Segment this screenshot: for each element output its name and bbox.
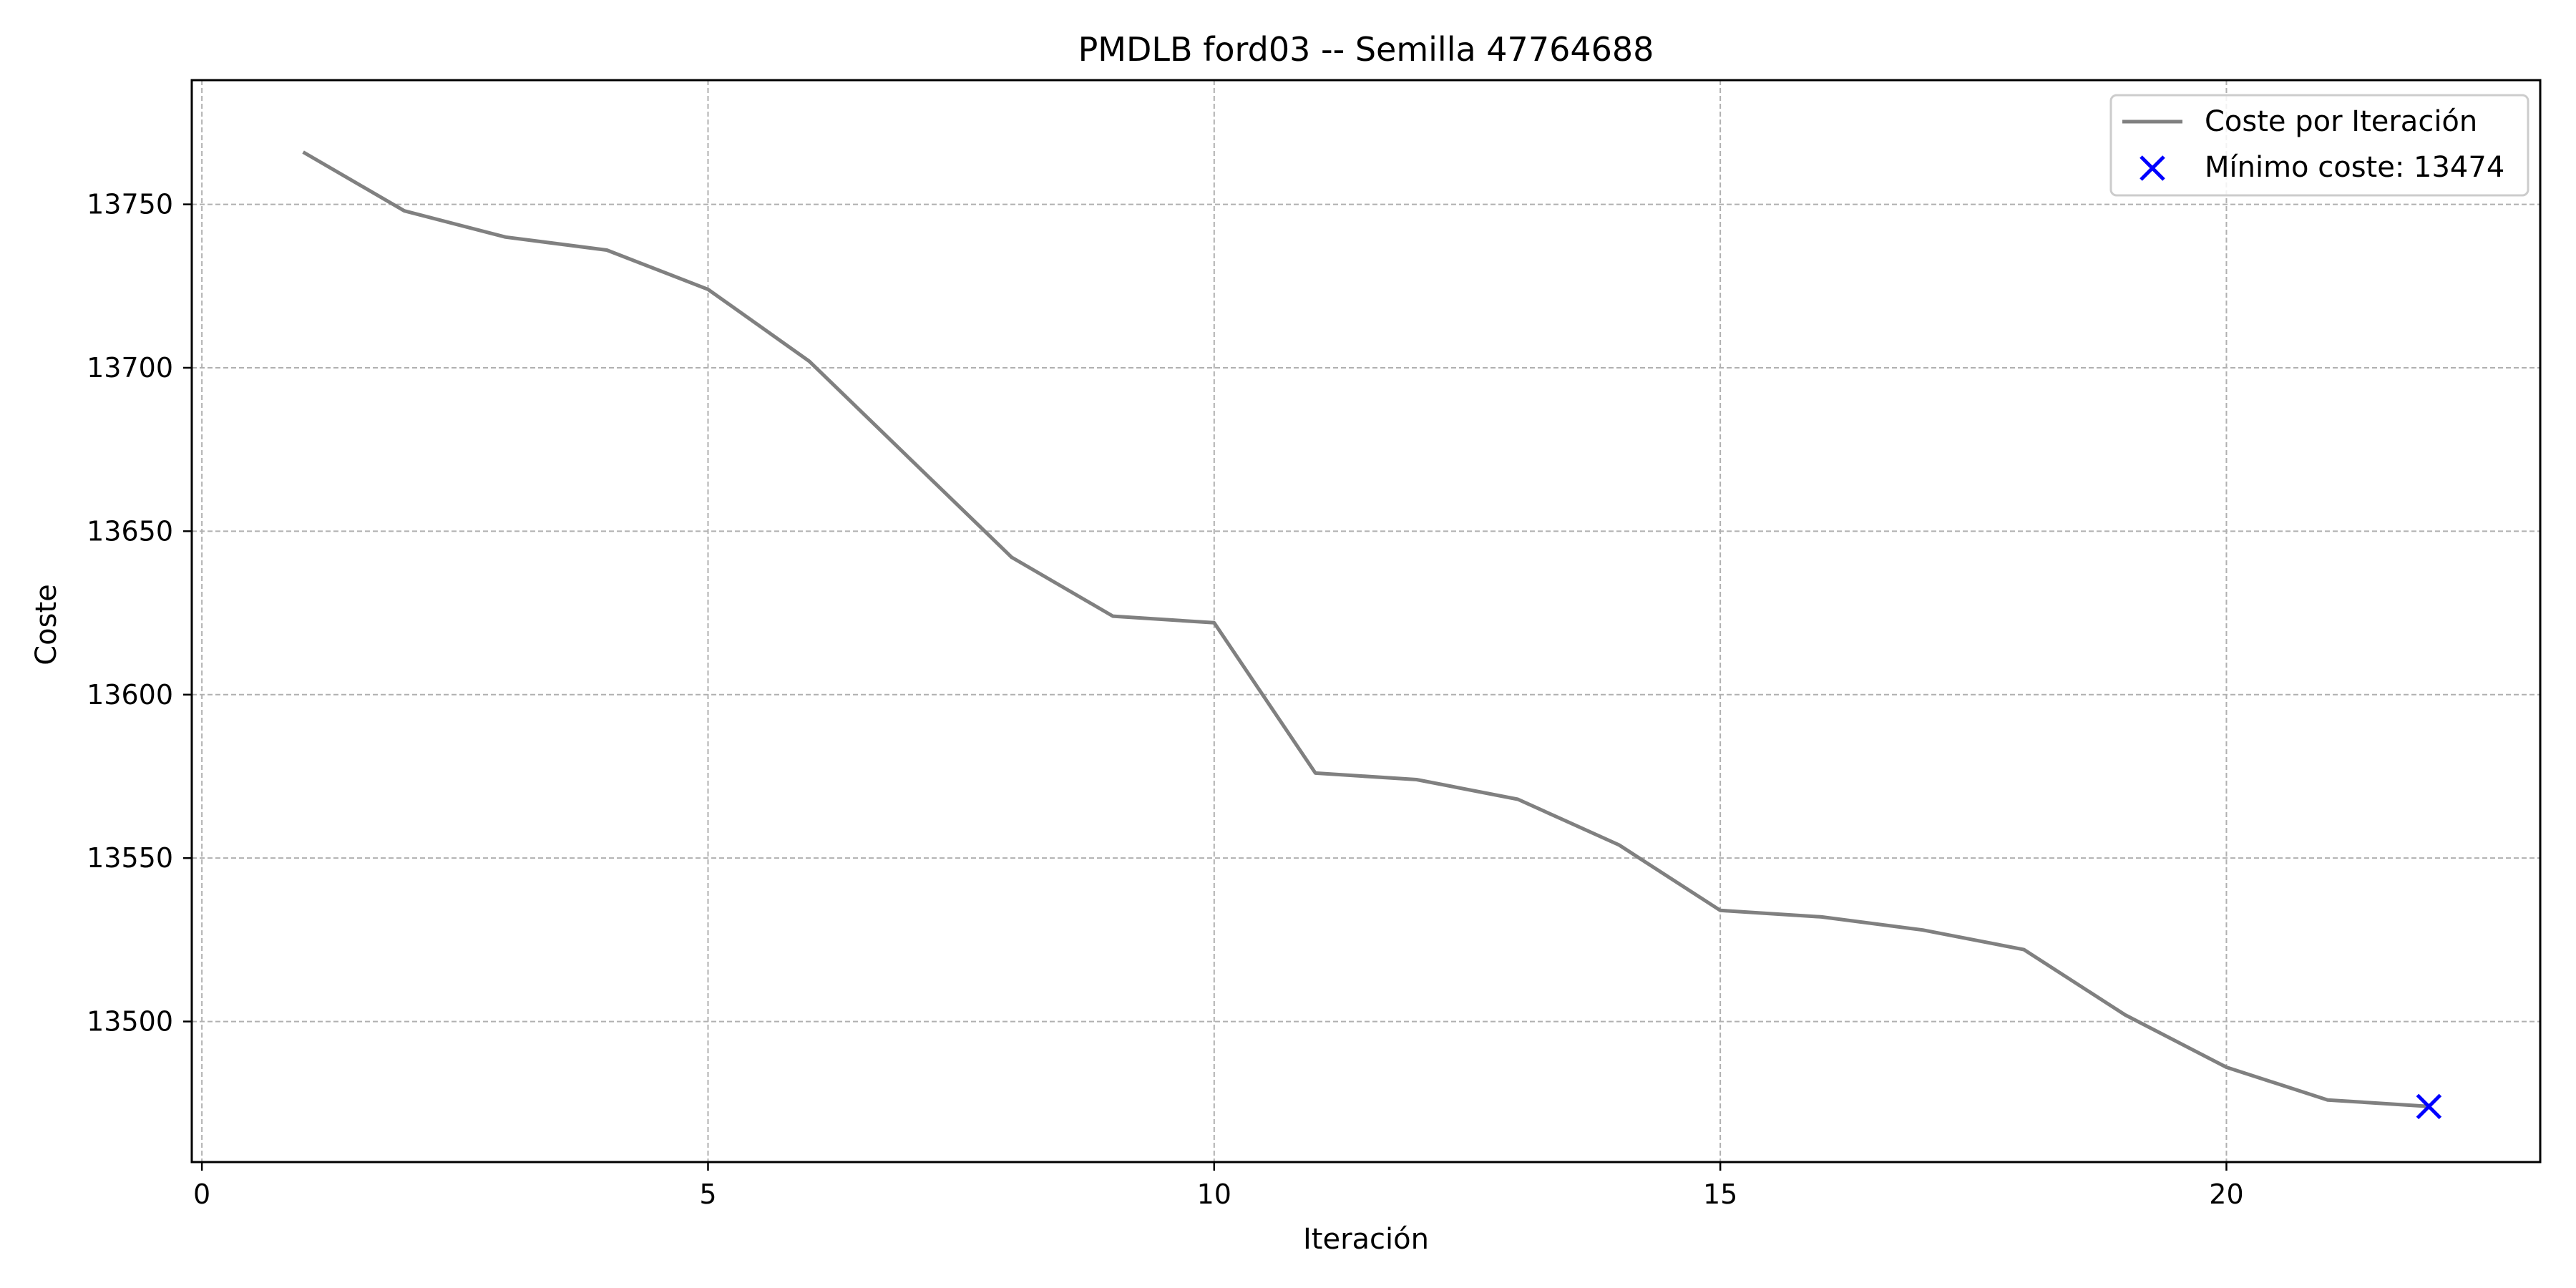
y-tick-label: 13500 (87, 1006, 173, 1038)
x-tick-label: 20 (2209, 1179, 2243, 1210)
y-tick-label: 13600 (87, 679, 173, 711)
x-tick-label: 10 (1197, 1179, 1231, 1210)
grid-lines (192, 80, 2540, 1162)
x-tick-label: 0 (193, 1179, 210, 1210)
legend-label-line: Coste por Iteración (2205, 105, 2477, 138)
legend-x-marker-icon (2140, 155, 2165, 181)
legend: Coste por Iteración Mínimo coste: 13474 (2109, 94, 2529, 197)
y-tick-label: 13650 (87, 515, 173, 547)
chart-title: PMDLB ford03 -- Semilla 47764688 (1078, 30, 1654, 69)
series-line (302, 150, 2429, 1108)
series-lines (302, 150, 2429, 1108)
axis-ticks: 0 5 10 15 20 13500 13550 13600 13650 13700 13750 (87, 189, 2244, 1210)
plot-frame (190, 79, 2542, 1163)
y-tick-label: 13550 (87, 842, 173, 874)
marker-layer (2416, 1093, 2442, 1120)
x-tick-label: 5 (699, 1179, 716, 1210)
y-tick-label: 13700 (87, 352, 173, 384)
x-axis-label: Iteración (1303, 1223, 1429, 1256)
y-tick-label: 13750 (87, 189, 173, 220)
min-cost-marker (2416, 1093, 2442, 1120)
y-axis-label: Coste (30, 584, 63, 665)
legend-label-marker: Mínimo coste: 13474 (2205, 151, 2504, 184)
x-tick-label: 15 (1703, 1179, 1737, 1210)
legend-box (2109, 94, 2529, 197)
